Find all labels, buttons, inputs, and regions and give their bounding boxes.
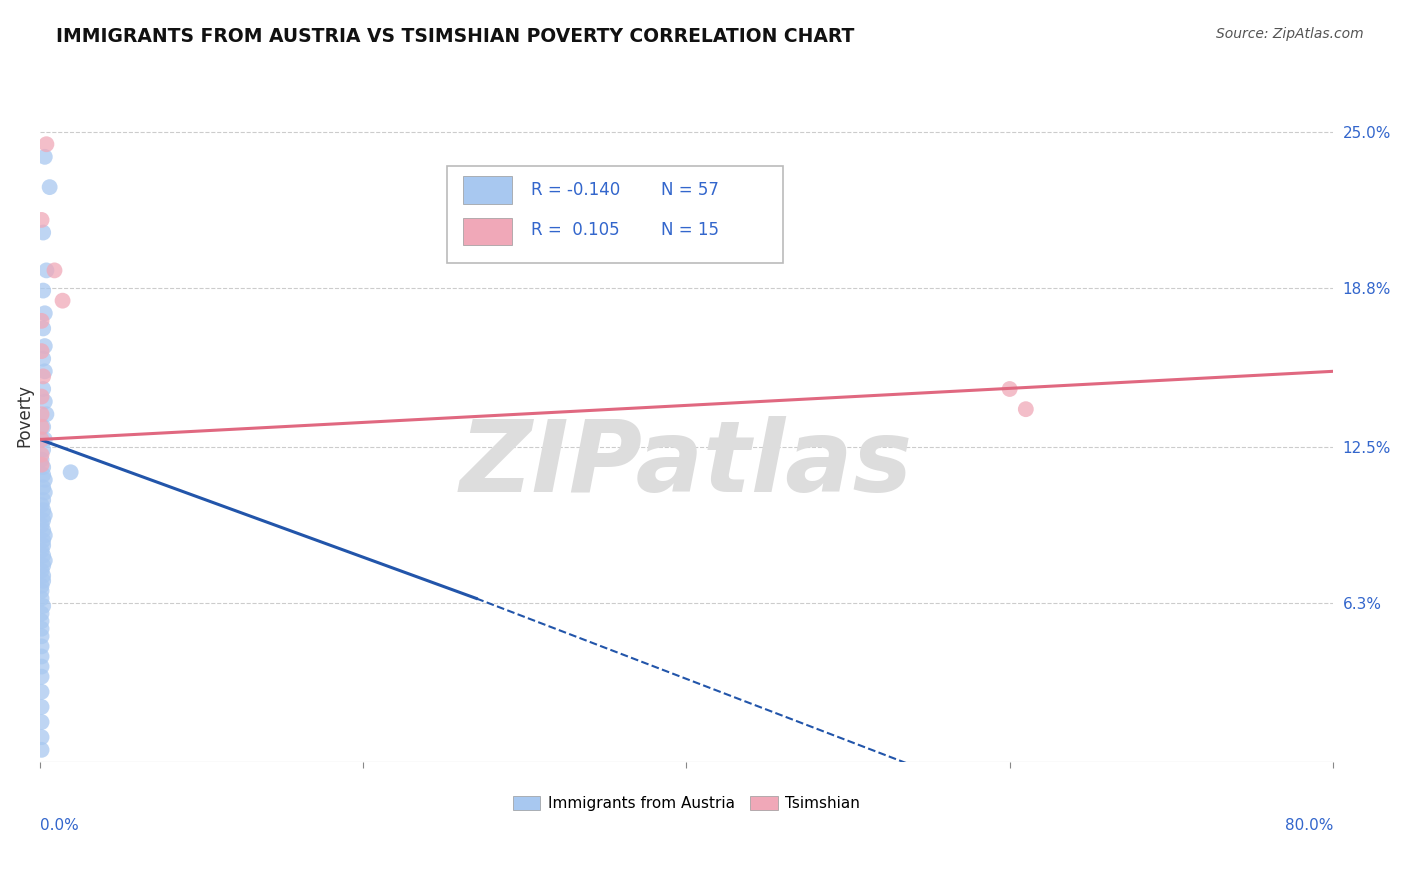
Point <box>32 442 55 457</box>
Point <box>31 614 53 628</box>
Point <box>32 549 55 563</box>
Text: R =  0.105: R = 0.105 <box>531 221 620 239</box>
Point <box>31 448 53 462</box>
Point <box>32 503 55 517</box>
Point <box>32 513 55 527</box>
Point <box>32 533 55 548</box>
Point <box>52 293 75 308</box>
Point <box>31 458 53 472</box>
Point <box>34 150 56 164</box>
Point <box>32 558 55 573</box>
Point <box>31 579 53 593</box>
Point <box>998 382 1021 396</box>
Point <box>32 538 55 552</box>
Legend: Immigrants from Austria, Tsimshian: Immigrants from Austria, Tsimshian <box>506 789 866 817</box>
Y-axis label: Poverty: Poverty <box>15 384 32 447</box>
Point <box>32 467 55 482</box>
Point <box>34 394 56 409</box>
Text: ZIPatlas: ZIPatlas <box>460 416 912 513</box>
Point <box>32 493 55 508</box>
Point <box>31 420 53 434</box>
Point <box>59 465 82 479</box>
Point <box>35 407 58 421</box>
Point <box>31 564 53 578</box>
Point <box>34 528 56 542</box>
Text: 0.0%: 0.0% <box>39 818 79 833</box>
Point <box>31 629 53 643</box>
Point <box>31 452 53 467</box>
Point <box>44 263 66 277</box>
Point <box>31 715 53 730</box>
Point <box>32 568 55 582</box>
Text: 80.0%: 80.0% <box>1285 818 1333 833</box>
FancyBboxPatch shape <box>463 176 512 204</box>
Point <box>31 344 53 359</box>
Point <box>34 433 56 447</box>
Point <box>31 659 53 673</box>
Point <box>34 473 56 487</box>
Point <box>34 485 56 500</box>
FancyBboxPatch shape <box>463 218 512 245</box>
Point <box>31 543 53 558</box>
Text: N = 57: N = 57 <box>661 181 718 199</box>
Point <box>32 480 55 494</box>
Point <box>34 364 56 378</box>
Point <box>34 553 56 567</box>
Text: Source: ZipAtlas.com: Source: ZipAtlas.com <box>1216 27 1364 41</box>
Point <box>34 508 56 523</box>
Point <box>32 284 55 298</box>
Point <box>38 180 60 194</box>
Point <box>31 649 53 664</box>
Point <box>32 599 55 613</box>
Point <box>1015 402 1038 417</box>
Point <box>32 351 55 366</box>
Point <box>31 583 53 598</box>
Point <box>31 670 53 684</box>
Point <box>35 137 58 152</box>
FancyBboxPatch shape <box>447 166 783 263</box>
Point <box>32 369 55 384</box>
Point <box>31 685 53 699</box>
Point <box>32 321 55 335</box>
Text: IMMIGRANTS FROM AUSTRIA VS TSIMSHIAN POVERTY CORRELATION CHART: IMMIGRANTS FROM AUSTRIA VS TSIMSHIAN POV… <box>56 27 855 45</box>
Point <box>31 700 53 714</box>
Point <box>34 339 56 353</box>
Point <box>31 743 53 757</box>
Point <box>32 524 55 538</box>
Point <box>32 226 55 240</box>
Text: R = -0.140: R = -0.140 <box>531 181 620 199</box>
Point <box>32 382 55 396</box>
Point <box>31 730 53 744</box>
Point <box>31 433 53 447</box>
Point <box>31 407 53 421</box>
Point <box>31 498 53 512</box>
Point <box>31 640 53 654</box>
Point <box>32 460 55 475</box>
Point <box>31 213 53 227</box>
Point <box>31 591 53 606</box>
Point <box>31 607 53 621</box>
Point <box>31 390 53 404</box>
Point <box>32 420 55 434</box>
Text: N = 15: N = 15 <box>661 221 718 239</box>
Point <box>35 263 58 277</box>
Point <box>31 622 53 636</box>
Point <box>32 574 55 588</box>
Point <box>31 314 53 328</box>
Point <box>31 518 53 533</box>
Point <box>34 306 56 320</box>
